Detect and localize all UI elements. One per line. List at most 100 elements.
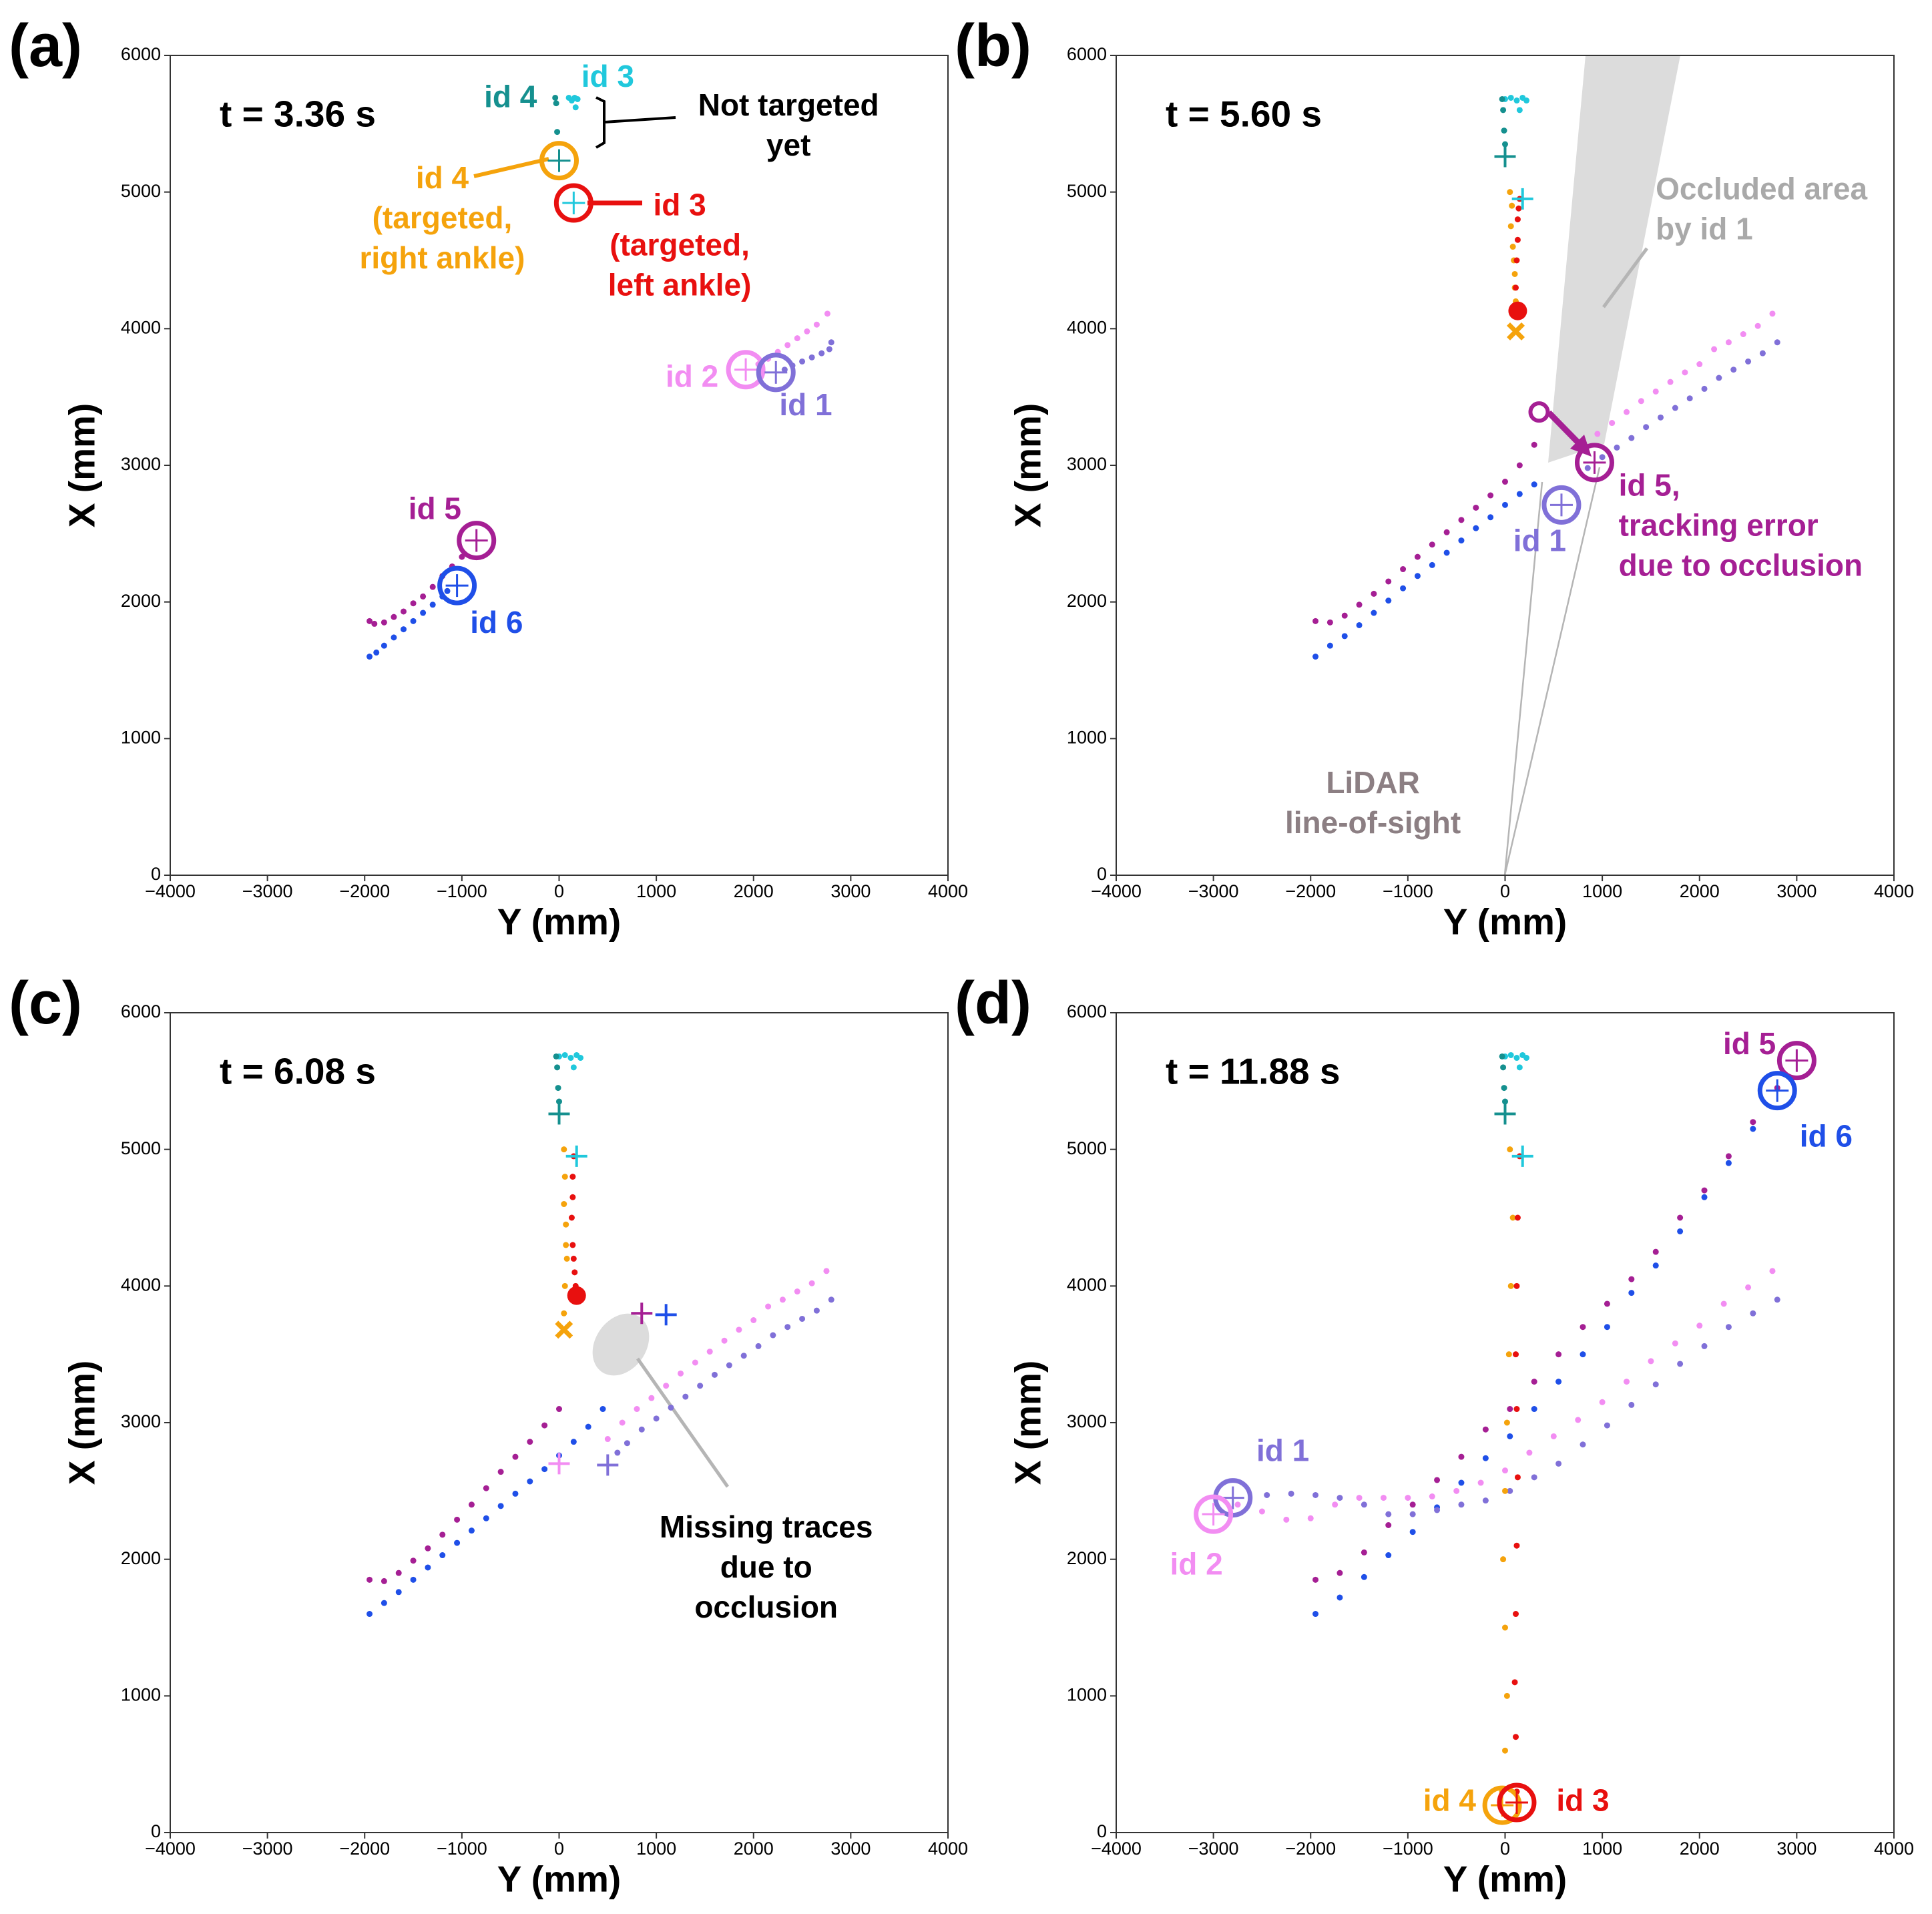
trace-point <box>1385 1522 1392 1528</box>
trace-point <box>1502 1467 1508 1474</box>
trace-point <box>1371 590 1377 597</box>
y-tick-label: 2000 <box>121 1548 161 1568</box>
trace-point <box>1409 1501 1416 1508</box>
trace-point <box>561 1310 567 1317</box>
trace-point <box>808 354 815 361</box>
trace-point <box>1502 1098 1508 1105</box>
trace-point <box>367 1576 373 1583</box>
trace-point <box>1429 1493 1435 1500</box>
trace-point <box>1514 1214 1521 1221</box>
trace-point <box>1503 1692 1510 1699</box>
trace-point <box>781 367 788 373</box>
position-marker <box>655 1304 677 1326</box>
trace-point <box>439 1552 446 1559</box>
x-tick-label: 0 <box>554 881 564 901</box>
trace-point <box>1750 1310 1756 1317</box>
trace-point <box>572 104 579 111</box>
trace-point <box>391 614 397 620</box>
x-tick-label: −3000 <box>1188 1839 1239 1859</box>
bracket <box>595 96 676 149</box>
trace-point <box>429 583 436 590</box>
trace-point <box>1513 284 1519 291</box>
x-tick-label: −2000 <box>339 881 390 901</box>
arrow-shaft <box>1546 410 1582 447</box>
position-marker <box>597 1454 619 1476</box>
y-tick-label: 1000 <box>121 727 161 747</box>
marker-ring <box>1541 485 1582 525</box>
trace-point <box>1443 549 1450 556</box>
trace-point <box>381 642 387 649</box>
trace-point <box>1513 1406 1520 1413</box>
trace-point <box>569 1174 576 1180</box>
trace-point <box>1750 1126 1756 1132</box>
position-marker <box>565 1145 587 1167</box>
trace-point <box>395 1570 402 1576</box>
trace-point <box>1473 525 1479 531</box>
position-marker <box>1757 1071 1797 1111</box>
trace-point <box>553 100 559 107</box>
trace-point <box>1341 612 1348 619</box>
trace-point <box>1604 1324 1610 1331</box>
trace-point <box>555 1085 561 1092</box>
trace-point <box>1409 1511 1416 1517</box>
trace-point <box>826 346 832 352</box>
trace-point <box>444 587 451 594</box>
trace-point <box>1725 339 1732 346</box>
trace-point <box>828 1296 834 1303</box>
x-tick-label: −3000 <box>242 1839 293 1859</box>
trace-point <box>1514 236 1521 243</box>
position-marker <box>437 565 477 606</box>
trace-point <box>614 1449 621 1456</box>
trace-point <box>1434 1477 1441 1483</box>
x-tick-label: 3000 <box>1776 1839 1817 1859</box>
trace-point <box>634 1406 640 1413</box>
pointer <box>1602 247 1649 308</box>
trace-point <box>1458 517 1465 523</box>
trace-point <box>561 1201 567 1208</box>
trace-point <box>1312 618 1319 624</box>
trace-point <box>1385 597 1392 604</box>
trace-point <box>1513 1282 1520 1289</box>
x-tick-label: −4000 <box>1091 1839 1142 1859</box>
x-tick-label: 2000 <box>734 1839 774 1859</box>
x-tick-label: −2000 <box>339 1839 390 1859</box>
trace-point <box>1696 1323 1703 1329</box>
trace-point <box>1725 1324 1732 1331</box>
trace-point <box>1696 361 1703 368</box>
trace-point <box>1502 501 1508 508</box>
trace-point <box>483 1515 489 1521</box>
line-of-sight <box>1503 481 1543 876</box>
x-tick-label: 0 <box>1500 1839 1510 1859</box>
trace-point <box>569 1242 576 1248</box>
trace-point <box>1514 216 1521 223</box>
annotation: (targeted, <box>373 200 513 235</box>
x-axis-label: Y (mm) <box>497 901 621 943</box>
trace-point <box>1516 462 1523 469</box>
y-tick-label: 0 <box>1097 1821 1107 1841</box>
trace-point <box>1515 205 1522 212</box>
trace-point <box>1502 479 1508 485</box>
y-tick-label: 3000 <box>1067 1411 1107 1431</box>
marker-ring <box>437 565 477 606</box>
trace-point <box>1750 1119 1756 1126</box>
marker-ring <box>1194 1494 1234 1534</box>
trace-point <box>553 1053 559 1059</box>
trace-point <box>381 1578 387 1584</box>
position-marker <box>553 183 593 223</box>
x-tick-label: −3000 <box>1188 881 1239 901</box>
trace-point <box>1312 1576 1319 1583</box>
trace-point <box>1509 202 1515 209</box>
trace-point <box>371 620 378 627</box>
trace-point <box>1628 1401 1635 1408</box>
trace-point <box>1473 504 1479 511</box>
trace-point <box>410 1558 417 1564</box>
trace-point <box>736 1327 742 1333</box>
x-tick-label: 1000 <box>1582 881 1622 901</box>
trace-point <box>1599 454 1606 461</box>
trace-point <box>1341 633 1348 640</box>
y-tick-label: 4000 <box>1067 1274 1107 1294</box>
trace-point <box>1769 1268 1776 1274</box>
panel-label: (c) <box>9 970 82 1037</box>
annotation: id 5 <box>409 491 461 526</box>
trace-point <box>1429 541 1435 548</box>
